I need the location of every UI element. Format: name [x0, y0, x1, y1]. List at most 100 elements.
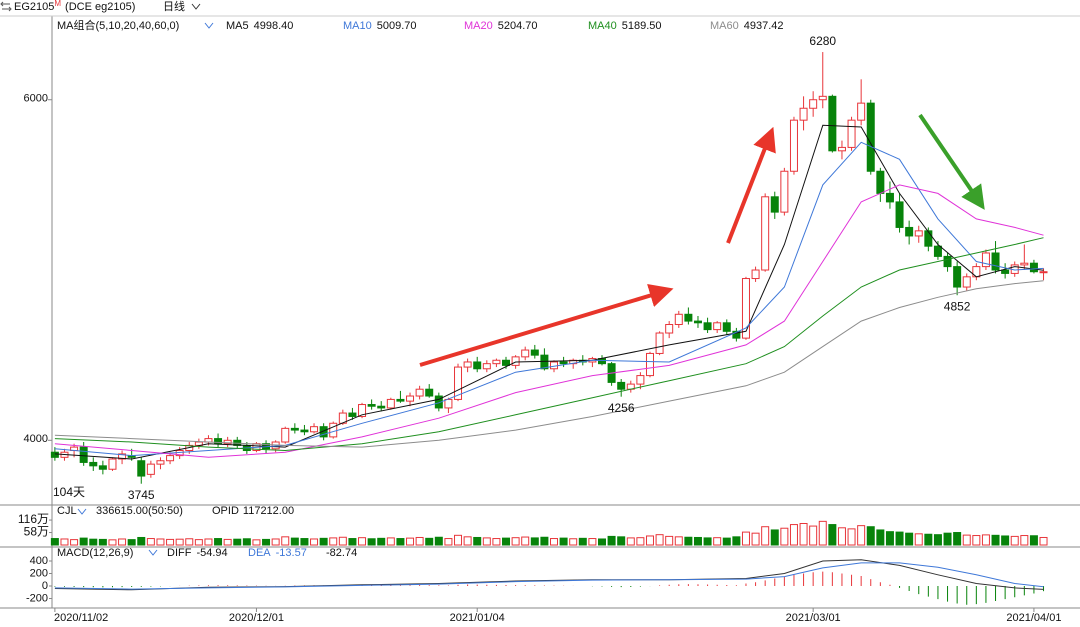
candle-body [770, 196, 779, 213]
volume-bar [454, 534, 463, 546]
candle-body [828, 95, 837, 152]
candle-body [511, 356, 520, 366]
volume-bar [348, 538, 357, 546]
y-tick-label: 4000 [24, 433, 48, 445]
stat-value: -13.57 [276, 547, 307, 559]
candle-body [319, 426, 328, 438]
indicator-line [54, 184, 1044, 458]
candle-body [521, 349, 530, 358]
volume-bar [358, 537, 367, 546]
period-chevron[interactable] [191, 3, 201, 10]
candle-body [713, 322, 722, 331]
volume-bar [482, 537, 491, 546]
candle-body [530, 349, 539, 356]
volume-bar [818, 520, 827, 546]
volume-bar [50, 538, 59, 546]
legend-name: MA40 [588, 20, 617, 32]
volume-bar [799, 522, 808, 546]
y-tick-label: 6000 [24, 93, 48, 105]
candle-body [79, 446, 88, 463]
volume-bar [809, 525, 818, 546]
candle-body [751, 269, 760, 280]
candle-body [415, 388, 424, 397]
volume-bar [502, 537, 511, 546]
volume-bar [550, 538, 559, 546]
candle-body [50, 451, 59, 458]
indicator-line [54, 280, 1044, 448]
volume-bar [377, 537, 386, 546]
candle-body [866, 102, 875, 172]
candle-body [665, 324, 674, 334]
candle-body [358, 404, 367, 417]
candle-body [809, 99, 818, 109]
volume-bar [962, 534, 971, 546]
macd-stat: DEA -13.57 [248, 547, 307, 559]
candle-body [962, 276, 971, 288]
x-tick-label: 2021/03/01 [786, 612, 841, 624]
candle-body [799, 107, 808, 121]
volume-bar [933, 534, 942, 546]
candle-body [636, 375, 645, 385]
days-label: 104天 [53, 485, 85, 499]
candle-body [789, 119, 798, 172]
volume-bar [98, 538, 107, 546]
candle-body [146, 463, 155, 475]
volume-bar [693, 536, 702, 546]
volume-bar [137, 536, 146, 546]
candle-body [492, 359, 501, 365]
candle-body [905, 226, 914, 237]
panel-chevron[interactable] [148, 549, 158, 556]
candle-body [933, 245, 942, 257]
legend-name: MA20 [464, 20, 493, 32]
volume-bar [703, 537, 712, 546]
panel-title: CJL [57, 505, 77, 517]
extreme-label: 6280 [809, 34, 836, 48]
volume-bar [607, 535, 616, 546]
candle-body [674, 313, 683, 326]
candle-body [818, 95, 827, 101]
candle-body [1001, 269, 1010, 274]
candle-body [406, 395, 415, 402]
legend-entry: MA40 5189.50 [588, 20, 662, 32]
volume-bar [319, 537, 328, 546]
volume-bar [981, 534, 990, 546]
candle-body [847, 119, 856, 148]
y-tick-label: 200 [30, 567, 48, 579]
panel-chevron[interactable] [77, 508, 87, 515]
volume-bar [789, 524, 798, 546]
candle-body [1029, 262, 1038, 273]
trend-arrow [419, 283, 674, 367]
volume-bar [530, 537, 539, 546]
volume-bar [108, 539, 117, 546]
candle-body [914, 230, 923, 237]
legend-entry: MA60 4937.42 [710, 20, 784, 32]
candle-body [540, 354, 549, 370]
volume-bar [281, 536, 290, 546]
switch-icon[interactable] [0, 1, 12, 12]
volume-bar [780, 527, 789, 546]
volume-bar [252, 539, 261, 546]
volume-bar [444, 538, 453, 546]
volume-bar [146, 538, 155, 546]
volume-bar [214, 538, 223, 546]
candle-body [943, 255, 952, 268]
candle-body [741, 278, 750, 339]
volume-bar [569, 538, 578, 546]
symbol-code: EG2105 [14, 1, 54, 13]
candle-body [98, 465, 107, 470]
volume-bar [1029, 535, 1038, 546]
oi-label: OPID [212, 505, 239, 517]
volume-bar [588, 538, 597, 546]
candle-body [156, 460, 165, 465]
candle-body [895, 201, 904, 228]
candle-body [444, 398, 453, 409]
candle-body [454, 366, 463, 400]
legend-chevron[interactable] [204, 22, 214, 29]
symbol: EG2105M (DCE eg2105) [14, 0, 135, 13]
volume-bar [60, 538, 69, 546]
candle-body [876, 170, 885, 194]
period[interactable]: 日线 [163, 0, 185, 13]
y-tick-label: 0 [42, 580, 48, 592]
volume-bar [732, 536, 741, 546]
